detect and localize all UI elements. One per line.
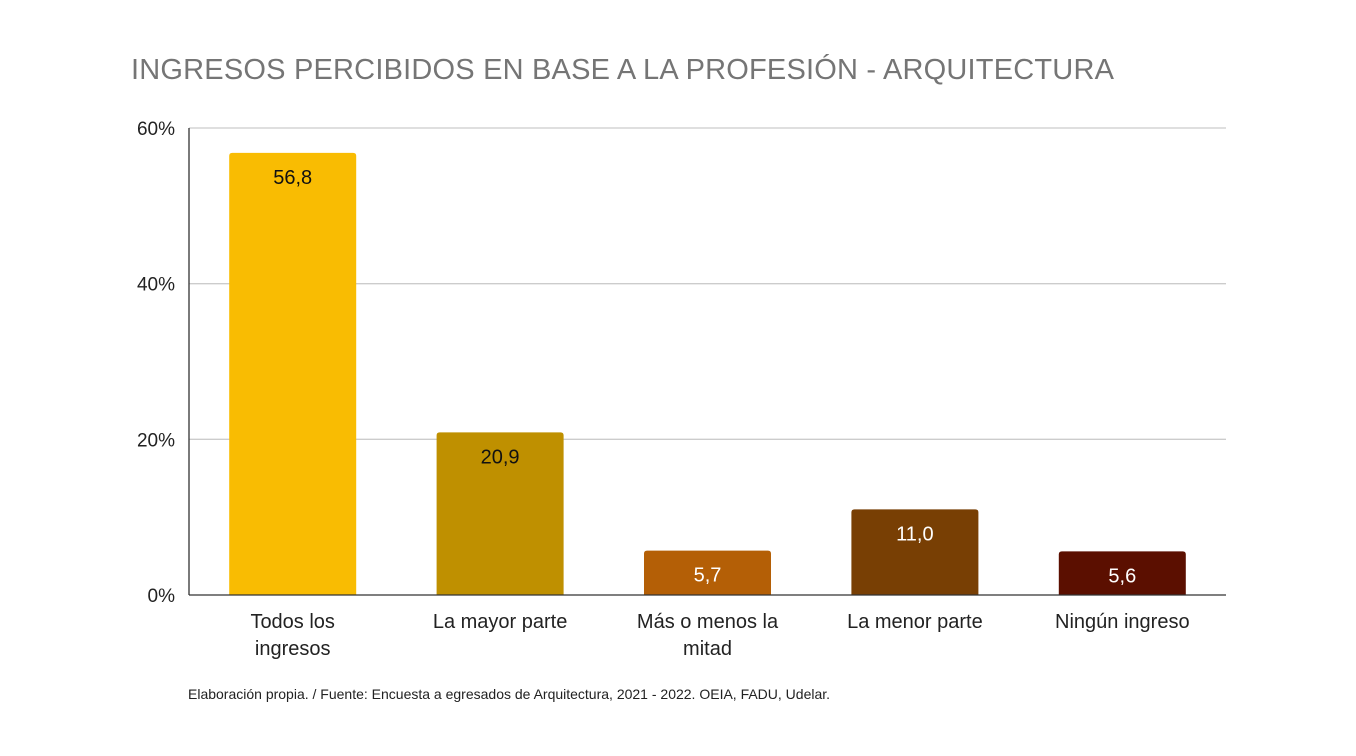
x-tick-label: Ningún ingreso bbox=[1055, 611, 1190, 633]
x-tick-label: La menor parte bbox=[847, 611, 983, 633]
x-tick-label: mitad bbox=[683, 638, 732, 660]
x-tick-label: ingresos bbox=[255, 638, 331, 660]
bar bbox=[229, 152, 357, 595]
bar-value-label: 20,9 bbox=[481, 446, 520, 468]
bar bbox=[851, 509, 979, 595]
bar bbox=[436, 432, 564, 595]
bar-value-label: 5,7 bbox=[694, 565, 722, 587]
x-tick-label: La mayor parte bbox=[433, 611, 568, 633]
bar bbox=[1058, 551, 1186, 595]
gridlines bbox=[189, 127, 1226, 440]
x-tick-label: Más o menos la bbox=[637, 611, 779, 633]
y-tick-label: 40% bbox=[137, 275, 175, 296]
bars bbox=[229, 152, 1186, 595]
source-footnote: Elaboración propia. / Fuente: Encuesta a… bbox=[188, 686, 831, 702]
labels: 56,8 Todos los ingresos 20,9 La mayor parte 5… bbox=[250, 167, 1189, 660]
bar-value-label: 5,6 bbox=[1108, 565, 1136, 587]
chart-title: INGRESOS PERCIBIDOS EN BASE A LA PROFESI… bbox=[131, 54, 1115, 86]
bar-value-label: 11,0 bbox=[896, 523, 933, 545]
bar-value-label: 56,8 bbox=[273, 167, 312, 189]
bar bbox=[644, 550, 771, 595]
axes: 0% 20% 40% 60% bbox=[137, 119, 1226, 607]
x-tick-label: Todos los bbox=[250, 611, 335, 633]
y-tick-label: 60% bbox=[137, 119, 175, 140]
y-tick-label: 0% bbox=[148, 586, 176, 607]
y-tick-label: 20% bbox=[137, 430, 175, 451]
